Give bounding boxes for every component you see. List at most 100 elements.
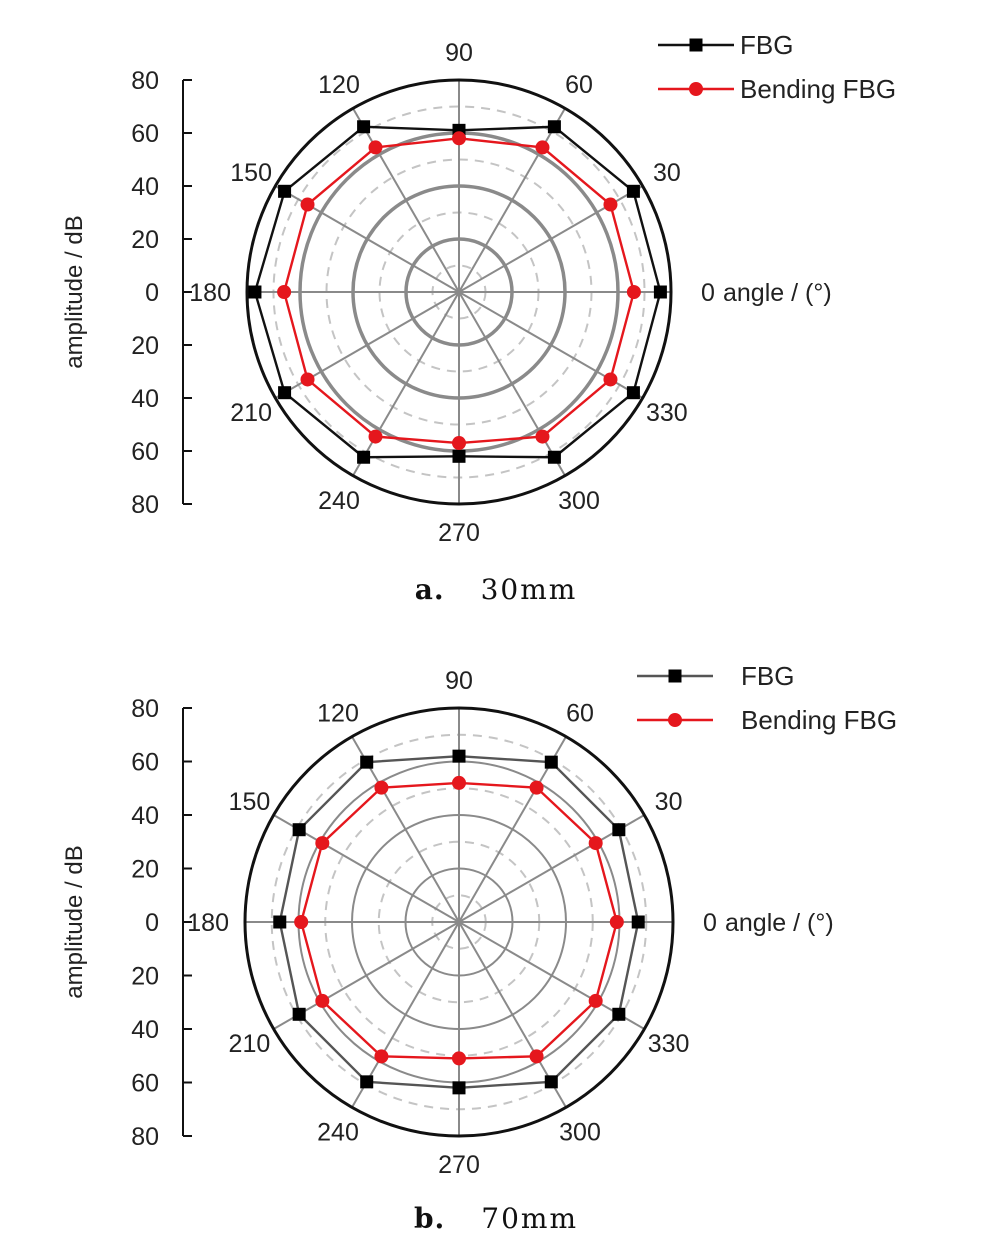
angle-tick-label: 210 (229, 1030, 271, 1058)
radial-tick-label: 80 (131, 695, 159, 723)
data-point-bending-fbg (529, 1049, 544, 1064)
angle-tick-label: 240 (318, 487, 360, 515)
grid-spoke (458, 107, 566, 293)
radial-tick-label: 40 (131, 802, 159, 830)
radial-tick-label: 20 (131, 226, 159, 254)
data-point-bending-fbg (315, 993, 330, 1008)
data-point-bending-fbg (452, 131, 466, 146)
data-point-fbg (626, 386, 640, 400)
radial-tick-label: 80 (131, 67, 159, 95)
data-point-fbg (292, 823, 306, 837)
data-point-fbg (547, 120, 561, 134)
data-point-fbg (452, 449, 466, 463)
angle-tick-label: 330 (646, 399, 688, 427)
legend-marker-bending-fbg (689, 82, 703, 96)
radial-axis-label: amplitude / dB (61, 215, 88, 368)
legend-marker-bending-fbg (668, 713, 682, 727)
angle-tick-label: 150 (229, 788, 271, 816)
caption-a: a. 30mm (0, 573, 992, 606)
data-point-bending-fbg (300, 372, 315, 387)
caption-a-value: 30mm (480, 573, 578, 606)
angle-axis-label: angle / (°) (723, 279, 832, 307)
grid-spoke (458, 291, 566, 477)
angle-tick-label: 30 (655, 788, 683, 816)
data-point-fbg (273, 915, 287, 929)
angle-tick-label: 90 (445, 667, 473, 695)
angle-tick-label: 0 (701, 279, 715, 307)
data-point-bending-fbg (452, 436, 466, 451)
data-point-bending-fbg (529, 780, 544, 795)
data-point-fbg (452, 1081, 466, 1095)
angle-tick-label: 60 (565, 71, 593, 99)
radial-tick-label: 80 (131, 1123, 159, 1151)
data-point-bending-fbg (626, 285, 641, 299)
data-point-fbg (278, 386, 292, 400)
data-point-bending-fbg (535, 140, 550, 155)
legend-marker-fbg (689, 38, 703, 52)
angle-tick-label: 0 (703, 909, 717, 937)
radial-tick-label: 40 (131, 385, 159, 413)
radial-tick-label: 20 (131, 856, 159, 884)
caption-b-label: b. (413, 1202, 446, 1235)
polar-chart-a-svg: 80 60 40 20 0 20 40 60 80 amplitude / dB 0 30 60 90 12… (61, 30, 896, 547)
data-point-fbg (360, 755, 374, 769)
data-point-fbg (544, 755, 558, 769)
angle-axis-label: angle / (°) (725, 909, 834, 937)
data-point-bending-fbg (315, 836, 330, 851)
data-point-fbg (292, 1007, 306, 1021)
polar-chart-30mm: 80 60 40 20 0 20 40 60 80 amplitude / dB 0 30 60 90 12… (0, 30, 992, 606)
data-point-fbg (631, 915, 645, 929)
radial-tick-label: 40 (131, 173, 159, 201)
data-point-fbg (653, 285, 667, 299)
legend-marker-fbg (668, 669, 682, 683)
grid-spoke (352, 291, 460, 477)
caption-b: b. 70mm (0, 1202, 992, 1235)
radial-tick-label: 60 (131, 120, 159, 148)
data-point-bending-fbg (609, 915, 624, 929)
data-point-fbg (612, 1007, 626, 1021)
data-point-fbg (357, 120, 371, 134)
angle-tick-label: 270 (438, 519, 480, 547)
legend-label: Bending FBG (741, 705, 897, 735)
grid-spoke (352, 107, 460, 293)
radial-tick-label: 80 (131, 491, 159, 519)
data-point-bending-fbg (588, 993, 603, 1008)
data-point-bending-fbg (374, 1049, 389, 1064)
data-point-bending-fbg (368, 429, 383, 444)
angle-tick-label: 240 (317, 1119, 359, 1147)
data-point-fbg (360, 1075, 374, 1089)
legend-label: FBG (740, 30, 793, 60)
legend-label: FBG (741, 661, 794, 691)
data-point-fbg (248, 285, 262, 299)
angle-tick-label: 150 (230, 159, 272, 187)
radial-tick-label: 40 (131, 1016, 159, 1044)
radial-tick-label: 0 (145, 909, 159, 937)
angle-tick-label: 120 (318, 71, 360, 99)
radial-tick-label: 60 (131, 749, 159, 777)
data-point-bending-fbg (603, 372, 618, 387)
data-point-bending-fbg (452, 775, 466, 790)
data-point-fbg (452, 749, 466, 763)
radial-tick-label: 0 (145, 279, 159, 307)
data-point-fbg (544, 1075, 558, 1089)
data-point-fbg (626, 184, 640, 198)
angle-tick-label: 120 (317, 699, 359, 727)
data-point-fbg (278, 184, 292, 198)
data-point-bending-fbg (294, 915, 309, 929)
data-point-bending-fbg (368, 140, 383, 155)
radial-tick-label: 60 (131, 438, 159, 466)
data-point-fbg (612, 823, 626, 837)
data-point-bending-fbg (603, 197, 618, 212)
data-point-bending-fbg (277, 285, 292, 299)
angle-tick-label: 180 (187, 909, 229, 937)
polar-chart-b-svg: 80 60 40 20 0 20 40 60 80 amplitude / dB 0 30 60 90 12… (61, 661, 897, 1179)
data-point-bending-fbg (300, 197, 315, 212)
radial-axis-label: amplitude / dB (61, 845, 88, 998)
angle-tick-label: 300 (558, 487, 600, 515)
radial-tick-label: 20 (131, 963, 159, 991)
angle-tick-label: 270 (438, 1151, 480, 1179)
angle-tick-label: 210 (230, 399, 272, 427)
angle-tick-label: 60 (566, 699, 594, 727)
angle-tick-label: 30 (653, 159, 681, 187)
data-point-fbg (547, 450, 561, 464)
